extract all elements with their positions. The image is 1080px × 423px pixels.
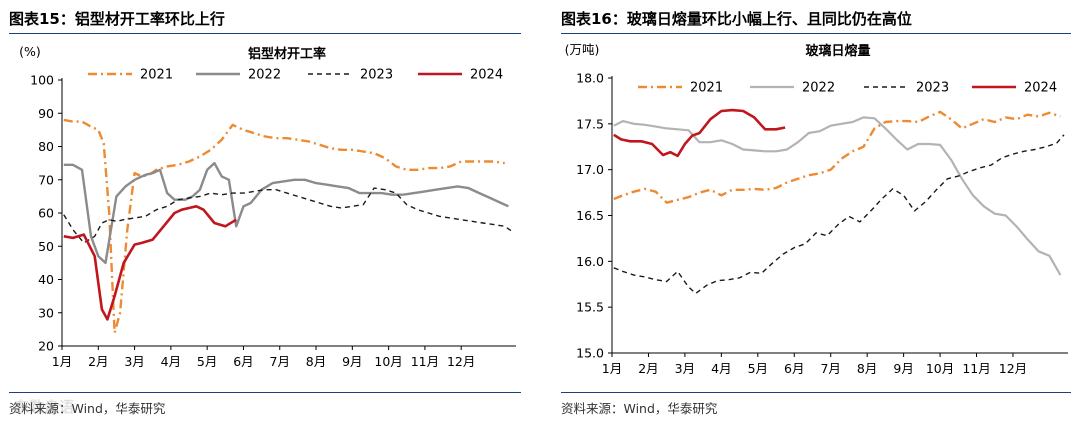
series-line-2024 [63, 205, 237, 321]
figure-16-source: 资料来源：Wind，华泰研究 [561, 401, 718, 416]
legend-label-2023: 2023 [916, 81, 949, 96]
y-tick-label: 18.0 [576, 71, 604, 86]
figure-16-top-rule [561, 33, 1071, 34]
y-tick-label: 15.0 [576, 346, 604, 361]
series-line-2024 [613, 108, 786, 158]
y-tick-label: 15.5 [576, 300, 604, 315]
figure-15-heading: 图表15：铝型材开工率环比上行 [9, 8, 225, 29]
series-line-2023 [63, 187, 513, 244]
y-tick-label: 50 [38, 239, 54, 254]
chart-title: 铝型材开工率 [248, 46, 326, 62]
x-tick-label: 3月 [675, 361, 695, 376]
x-tick-label: 2月 [88, 354, 108, 369]
x-tick-label: 8月 [857, 361, 877, 376]
figure-15-title: 铝型材开工率环比上行 [74, 10, 225, 28]
x-tick-label: 9月 [342, 354, 362, 369]
chart-title: 玻璃日熔量 [805, 43, 870, 59]
series-line-2023 [613, 134, 1065, 295]
y-tick-label: 40 [38, 272, 54, 287]
figure-16-label: 图表16： [561, 10, 627, 28]
legend-label-2024: 2024 [470, 68, 503, 83]
legend-label-2024: 2024 [1024, 81, 1057, 96]
x-tick-label: 12月 [447, 354, 475, 369]
x-tick-label: 4月 [161, 354, 181, 369]
figure-15-bottom-rule [9, 392, 521, 393]
figure-16-title: 玻璃日熔量环比小幅上行、且同比仍在高位 [626, 10, 912, 28]
y-axis-unit-label: (%) [19, 44, 41, 59]
series-line-2022 [613, 116, 1062, 276]
x-tick-label: 6月 [784, 361, 804, 376]
series-line-2021 [63, 118, 505, 334]
y-tick-label: 16.0 [576, 254, 604, 269]
figure-16-panel: 图表16：玻璃日熔量环比小幅上行、且同比仍在高位 玻璃日熔量 (万吨) 15.0 15… [552, 0, 1080, 423]
y-tick-label: 60 [38, 206, 54, 221]
x-tick-label: 8月 [306, 354, 326, 369]
x-tick-label: 10月 [374, 354, 402, 369]
x-tick-label: 5月 [748, 361, 768, 376]
legend-label-2021: 2021 [140, 68, 173, 83]
watermark-text: 东数盎语 [14, 398, 74, 416]
glass-daily-melt-volume-chart: 玻璃日熔量 (万吨) 15.0 15.5 16.0 16.5 17.0 17.5 18.0 1月 2… [565, 42, 1068, 376]
y-tick-label: 16.5 [576, 208, 604, 223]
x-tick-label: 1月 [52, 354, 72, 369]
series-line-2021 [613, 110, 1061, 204]
figure-15-label: 图表15： [9, 10, 75, 28]
x-tick-label: 3月 [124, 354, 144, 369]
legend-label-2022: 2022 [248, 68, 281, 83]
y-tick-label: 80 [38, 139, 54, 154]
x-tick-label: 6月 [233, 354, 253, 369]
figure-16-heading: 图表16：玻璃日熔量环比小幅上行、且同比仍在高位 [561, 8, 912, 29]
x-tick-label: 12月 [999, 361, 1027, 376]
y-tick-label: 30 [38, 305, 54, 320]
y-tick-label: 100 [30, 73, 54, 88]
y-tick-label: 70 [38, 172, 54, 187]
legend-label-2021: 2021 [690, 81, 723, 96]
y-axis-unit-label: (万吨) [565, 42, 600, 57]
y-tick-label: 20 [38, 339, 54, 354]
figure-15-panel: 图表15：铝型材开工率环比上行 铝型材开工率 (%) 20 30 40 50 60 70 80 9… [0, 0, 530, 423]
x-tick-label: 7月 [820, 361, 840, 376]
legend-label-2022: 2022 [802, 81, 835, 96]
y-tick-label: 90 [38, 106, 54, 121]
x-tick-label: 5月 [197, 354, 217, 369]
figure-15-source: 资料来源：Wind，华泰研究 [9, 401, 166, 416]
y-tick-label: 17.5 [576, 116, 604, 131]
x-tick-label: 11月 [962, 361, 990, 376]
x-tick-label: 10月 [926, 361, 954, 376]
figure-15-top-rule [9, 33, 521, 34]
series-line-2022 [63, 161, 509, 265]
x-tick-label: 1月 [602, 361, 622, 376]
x-tick-label: 4月 [711, 361, 731, 376]
legend-label-2023: 2023 [360, 68, 393, 83]
x-tick-label: 2月 [638, 361, 658, 376]
y-tick-label: 17.0 [576, 162, 604, 177]
aluminum-profile-operating-rate-chart: 铝型材开工率 (%) 20 30 40 50 60 70 80 90 100 1月 2月 3月 4月 5月 6月… [14, 44, 516, 416]
x-tick-label: 9月 [893, 361, 913, 376]
x-tick-label: 7月 [270, 354, 290, 369]
x-tick-label: 11月 [411, 354, 439, 369]
figure-16-bottom-rule [561, 392, 1071, 393]
